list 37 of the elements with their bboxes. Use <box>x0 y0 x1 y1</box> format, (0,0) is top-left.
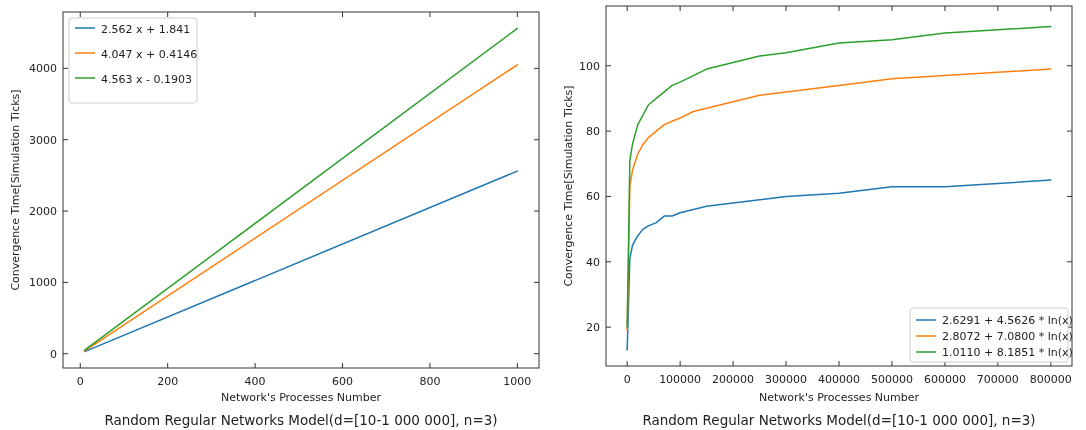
y-axis-title: Convergence Time[Simulation Ticks] <box>562 85 575 287</box>
x-tick-label: 1000 <box>503 375 532 388</box>
y-tick-label: 60 <box>586 190 600 204</box>
y-axis-title: Convergence Time[Simulation Ticks] <box>9 89 22 291</box>
x-tick-label: 800 <box>419 375 441 388</box>
legend-label: 1.0110 + 8.1851 * ln(x) <box>942 346 1073 359</box>
legend-label: 2.8072 + 7.0800 * ln(x) <box>942 330 1073 343</box>
y-tick-label: 3000 <box>29 133 57 147</box>
x-tick-label: 600000 <box>923 373 966 386</box>
y-tick-label: 80 <box>586 125 600 139</box>
legend-label: 2.6291 + 4.5626 * ln(x) <box>942 314 1073 327</box>
x-tick-label: 200 <box>157 375 179 388</box>
x-tick-label: 700000 <box>976 373 1019 386</box>
y-tick-label: 4000 <box>29 62 57 76</box>
y-tick-label: 1000 <box>29 276 57 290</box>
y-tick-label: 100 <box>579 59 600 73</box>
y-tick-label: 40 <box>586 255 600 269</box>
x-tick-label: 500000 <box>870 373 913 386</box>
x-axis-title: Network's Processes Number <box>220 391 382 404</box>
x-tick-label: 400 <box>244 375 266 388</box>
text: Random Regular Networks Model(d=[10-1 000 000], n=3) <box>104 412 498 428</box>
y-tick-label: 0 <box>50 347 57 361</box>
x-axis-title: Network's Processes Number <box>758 391 920 404</box>
x-tick-label: 800000 <box>1029 373 1072 386</box>
y-tick-label: 2000 <box>29 205 57 219</box>
x-tick-label: 300000 <box>765 373 808 386</box>
x-tick-label: 100000 <box>659 373 702 386</box>
x-tick-label: 200000 <box>712 373 755 386</box>
legend-label: 2.562 x + 1.841 <box>101 23 191 36</box>
legend-label: 4.563 x - 0.1903 <box>101 73 192 86</box>
y-tick-label: 20 <box>586 321 600 335</box>
x-tick-label: 0 <box>76 375 84 388</box>
x-tick-label: 0 <box>623 373 631 386</box>
x-tick-label: 400000 <box>818 373 860 386</box>
text: Random Regular Networks Model(d=[10-1 000 000], n=3) <box>642 412 1036 428</box>
x-tick-label: 600 <box>332 375 354 388</box>
legend-label: 4.047 x + 0.4146 <box>101 48 198 61</box>
